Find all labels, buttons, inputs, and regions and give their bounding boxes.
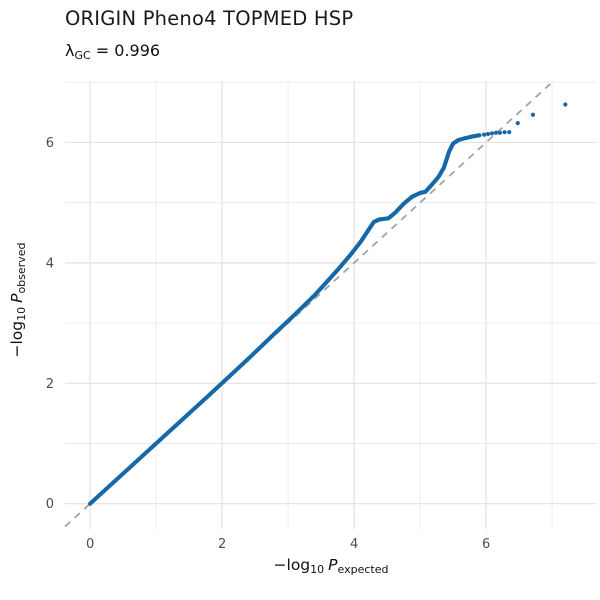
x-tick-label: 4 (350, 537, 358, 552)
y-tick-label: 0 (46, 497, 54, 512)
qq-point (489, 131, 495, 136)
qq-point (482, 132, 487, 137)
qq-point (493, 130, 499, 135)
x-tick-label: 0 (86, 537, 94, 552)
x-tick-label: 6 (482, 537, 490, 552)
lambda-gc-annotation: λGC = 0.996 (65, 41, 160, 62)
y-tick-label: 4 (46, 256, 54, 271)
qq-point (507, 130, 512, 135)
qq-point (485, 131, 491, 137)
lambda-value: = 0.996 (90, 41, 161, 60)
qq-point (502, 130, 507, 135)
y-tick-label: 2 (46, 377, 54, 392)
qq-point (515, 121, 520, 126)
qq-point (530, 112, 536, 117)
lambda-subscript: GC (74, 49, 91, 63)
lambda-symbol: λ (65, 41, 75, 60)
chart-title: ORIGIN Pheno4 TOPMED HSP (65, 7, 354, 30)
qq-point (497, 130, 503, 135)
x-tick-label: 2 (218, 537, 226, 552)
qq-point (477, 133, 482, 138)
qq-point (563, 102, 568, 107)
y-axis-title: −log10Pobserved (7, 242, 29, 358)
y-tick-label: 6 (46, 136, 54, 151)
x-axis-title: −log10 Pexpected (273, 556, 389, 577)
